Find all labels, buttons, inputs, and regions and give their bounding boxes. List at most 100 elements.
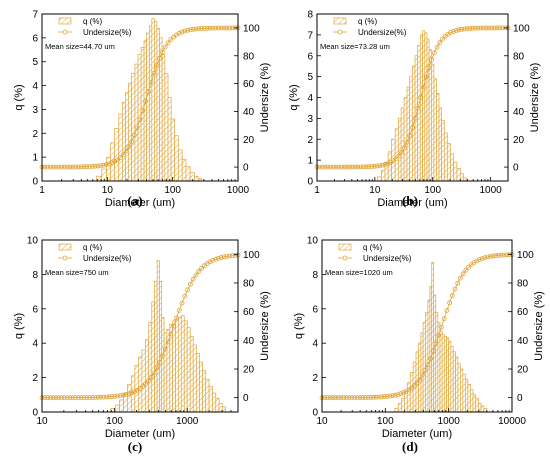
- undersize-point: [417, 376, 423, 382]
- undersize-point: [371, 394, 377, 400]
- y-tick-label: 2: [312, 373, 318, 384]
- undersize-point: [333, 395, 339, 401]
- undersize-point: [120, 392, 126, 398]
- bar: [151, 18, 155, 182]
- y2-tick-label: 40: [513, 107, 525, 118]
- bar: [394, 128, 399, 182]
- undersize-point: [129, 390, 135, 396]
- x-tick-label: 10000: [498, 416, 526, 427]
- undersize-series: [39, 25, 241, 170]
- y2-tick-label: 100: [513, 23, 530, 34]
- x-tick-label: 100: [106, 416, 123, 427]
- bar: [199, 361, 203, 413]
- legend-bar-swatch: [338, 243, 352, 251]
- bar: [455, 356, 459, 413]
- undersize-point: [482, 255, 488, 261]
- bar: [464, 378, 469, 413]
- undersize-point: [53, 395, 59, 401]
- undersize-point: [123, 148, 129, 154]
- undersize-point: [173, 315, 179, 321]
- undersize-point: [450, 28, 456, 34]
- undersize-point: [339, 164, 345, 170]
- undersize-point: [48, 164, 53, 170]
- undersize-point: [101, 394, 106, 400]
- y-axis-label-left: q (%): [13, 313, 25, 339]
- undersize-point: [204, 25, 210, 31]
- undersize-point: [159, 353, 165, 359]
- bar: [192, 344, 197, 413]
- undersize-point: [179, 29, 185, 35]
- y-tick-label: 6: [312, 304, 318, 315]
- y-tick-label: 3: [32, 105, 38, 116]
- bar: [222, 406, 226, 413]
- undersize-point: [109, 394, 115, 400]
- undersize-point: [457, 275, 463, 281]
- bar: [208, 385, 213, 413]
- undersize-point: [185, 27, 191, 33]
- x-tick-label: 100: [377, 416, 394, 427]
- undersize-point: [475, 25, 481, 31]
- y2-tick-label: 20: [243, 365, 255, 376]
- bar: [202, 370, 207, 413]
- bar: [180, 315, 185, 413]
- y-tick-label: 6: [32, 304, 38, 315]
- undersize-point: [366, 164, 372, 170]
- y2-tick-label: 80: [243, 51, 255, 62]
- undersize-point: [341, 395, 347, 401]
- undersize-point: [433, 341, 439, 347]
- undersize-point: [50, 395, 56, 401]
- bar: [472, 394, 477, 413]
- undersize-point: [441, 316, 447, 322]
- legend: q (%) Undersize(%): [58, 243, 132, 263]
- x-tick-label: 1000: [479, 185, 502, 196]
- undersize-point: [162, 346, 168, 352]
- undersize-point: [483, 25, 489, 31]
- undersize-point: [330, 395, 336, 401]
- y-tick-label: 7: [307, 30, 313, 41]
- y-tick-label: 7: [32, 10, 38, 21]
- undersize-point: [474, 258, 480, 264]
- legend: q (%) Undersize(%): [338, 243, 412, 263]
- bar: [193, 175, 199, 182]
- undersize-point: [120, 152, 126, 158]
- undersize-point: [400, 390, 406, 396]
- undersize-point: [463, 267, 469, 273]
- undersize-point: [115, 393, 120, 399]
- y2-tick-label: 20: [517, 365, 529, 376]
- x-tick-label: 10: [316, 416, 328, 427]
- undersize-point: [179, 300, 185, 306]
- legend-bar-swatch: [58, 17, 72, 25]
- undersize-point: [467, 26, 473, 31]
- undersize-point: [104, 394, 109, 400]
- undersize-point: [478, 25, 484, 31]
- undersize-point: [137, 117, 143, 123]
- undersize-point: [320, 164, 325, 170]
- undersize-point: [126, 391, 132, 397]
- undersize-point: [90, 394, 95, 400]
- bar: [119, 399, 124, 413]
- undersize-point: [123, 392, 129, 397]
- bar: [459, 173, 464, 182]
- bar: [146, 32, 150, 182]
- bar: [154, 20, 158, 182]
- bar: [446, 143, 451, 182]
- x-axis: 10 100 1000 10000 Diameter (um): [316, 408, 526, 440]
- undersize-point: [426, 65, 432, 71]
- undersize-point: [493, 253, 499, 259]
- bar: [480, 405, 485, 413]
- y2-tick-label: 100: [243, 250, 260, 261]
- undersize-point: [90, 163, 95, 169]
- undersize-point: [151, 370, 157, 376]
- undersize-point: [494, 25, 500, 31]
- undersize-point: [504, 252, 510, 258]
- legend-marker: [337, 29, 343, 35]
- y-tick-label: 2: [32, 129, 38, 140]
- bar: [154, 280, 158, 413]
- bar: [177, 317, 182, 413]
- undersize-point: [92, 163, 98, 169]
- undersize-point: [434, 44, 440, 50]
- y2-tick-label: 20: [513, 135, 525, 146]
- undersize-point: [53, 164, 59, 170]
- undersize-point: [440, 36, 445, 42]
- bar: [462, 373, 466, 413]
